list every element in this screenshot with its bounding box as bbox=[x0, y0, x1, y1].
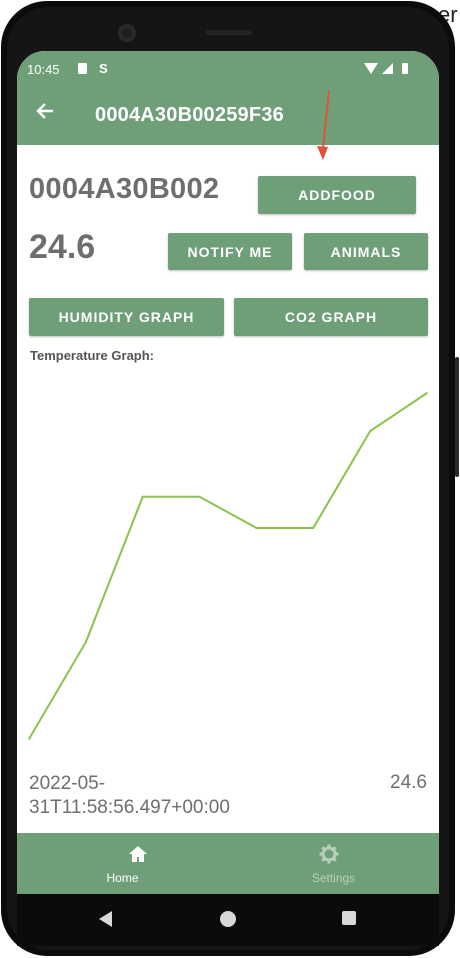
co2-graph-button[interactable]: CO2 GRAPH bbox=[234, 298, 428, 336]
latest-value-text: 24.6 bbox=[390, 772, 427, 793]
sd-card-icon bbox=[78, 63, 87, 74]
temperature-point-4 bbox=[255, 527, 258, 529]
battery-icon bbox=[402, 63, 408, 74]
timestamp-text: 2022-05-31T11:58:56.497+00:00 bbox=[29, 773, 230, 818]
temperature-chart bbox=[28, 392, 428, 740]
system-recents-icon[interactable] bbox=[342, 911, 356, 925]
s-icon: S bbox=[99, 61, 108, 76]
temperature-point-1 bbox=[85, 641, 87, 643]
temperature-point-0 bbox=[28, 738, 30, 740]
animals-button[interactable]: ANIMALS bbox=[304, 233, 428, 270]
system-home-icon[interactable] bbox=[220, 911, 236, 927]
gear-icon bbox=[319, 844, 339, 864]
wifi-icon bbox=[364, 63, 378, 74]
addfood-button[interactable]: ADDFOOD bbox=[258, 176, 416, 214]
temperature-point-5 bbox=[312, 527, 315, 529]
nav-home-label: Home bbox=[106, 871, 139, 885]
home-icon bbox=[129, 846, 147, 862]
signal-icon bbox=[382, 63, 393, 74]
nav-item-home[interactable]: Home bbox=[17, 833, 228, 894]
device-id-label: 0004A30B002 bbox=[29, 173, 220, 205]
arrow-left-icon[interactable] bbox=[35, 101, 55, 125]
humidity-graph-button[interactable]: HUMIDITY GRAPH bbox=[29, 298, 224, 336]
temperature-point-3 bbox=[198, 496, 201, 498]
status-bar: 10:45 S bbox=[17, 51, 439, 87]
system-navigation-bar bbox=[17, 894, 439, 946]
front-camera bbox=[118, 24, 136, 42]
temperature-point-2 bbox=[141, 496, 144, 498]
page-title: 0004A30B00259F36 bbox=[95, 104, 284, 126]
side-button bbox=[455, 357, 459, 477]
temperature-point-6 bbox=[369, 430, 371, 432]
notify-me-button[interactable]: NOTIFY ME bbox=[168, 233, 292, 270]
app-bar: 0004A30B00259F36 bbox=[17, 87, 439, 145]
temperature-series-line bbox=[28, 392, 428, 740]
status-time: 10:45 bbox=[27, 62, 60, 77]
temperature-point-7 bbox=[426, 392, 428, 394]
temperature-value: 24.6 bbox=[29, 228, 96, 266]
graph-label: Temperature Graph: bbox=[30, 348, 155, 363]
app-screen: 10:45 S 0004A30B00259F36 0004A30B002 24.… bbox=[17, 51, 439, 894]
system-back-icon[interactable] bbox=[99, 911, 112, 927]
nav-settings-label: Settings bbox=[311, 871, 356, 885]
earpiece-speaker bbox=[206, 30, 252, 35]
nav-item-settings[interactable]: Settings bbox=[228, 833, 439, 894]
bottom-navigation: Home Settings bbox=[17, 833, 439, 894]
